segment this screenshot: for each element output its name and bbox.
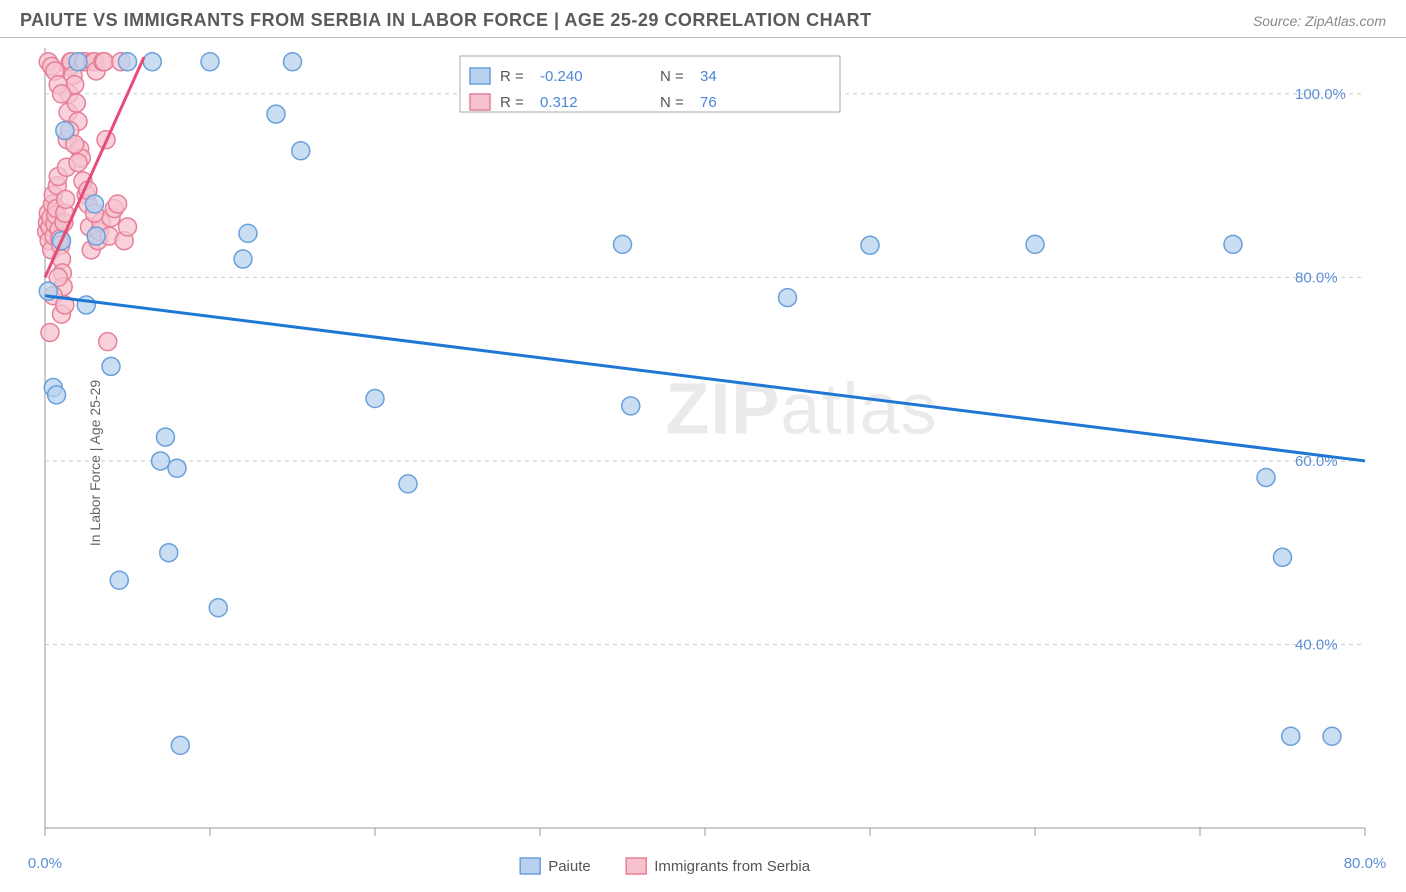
chart-header: PAIUTE VS IMMIGRANTS FROM SERBIA IN LABO… <box>0 0 1406 38</box>
data-point-paiute <box>622 397 640 415</box>
data-point-paiute <box>102 357 120 375</box>
watermark: ZIPatlas <box>665 369 937 449</box>
x-tick-label: 0.0% <box>28 855 62 872</box>
data-point-paiute <box>48 386 66 404</box>
data-point-paiute <box>267 105 285 123</box>
legend-r-value: 0.312 <box>540 94 578 111</box>
data-point-paiute <box>119 53 137 71</box>
source-prefix: Source: <box>1253 13 1305 29</box>
data-point-paiute <box>168 459 186 477</box>
chart-source: Source: ZipAtlas.com <box>1253 13 1386 29</box>
chart-container: In Labor Force | Age 25-29 ZIPatlas0.0%8… <box>0 38 1406 888</box>
legend-swatch <box>470 94 490 110</box>
data-point-paiute <box>86 195 104 213</box>
data-point-paiute <box>87 227 105 245</box>
y-tick-label: 80.0% <box>1295 269 1338 286</box>
y-axis-label: In Labor Force | Age 25-29 <box>87 380 103 546</box>
bottom-legend-swatch <box>520 858 540 874</box>
data-point-paiute <box>234 250 252 268</box>
chart-title: PAIUTE VS IMMIGRANTS FROM SERBIA IN LABO… <box>20 10 872 31</box>
data-point-paiute <box>1026 235 1044 253</box>
legend-r-label: R = <box>500 68 524 85</box>
bottom-legend-label: Immigrants from Serbia <box>654 858 811 875</box>
data-point-serbia <box>53 85 71 103</box>
data-point-serbia <box>99 333 117 351</box>
x-tick-label: 80.0% <box>1344 855 1387 872</box>
data-point-serbia <box>69 154 87 172</box>
data-point-serbia <box>95 53 113 71</box>
legend-swatch <box>470 68 490 84</box>
legend-r-label: R = <box>500 94 524 111</box>
data-point-paiute <box>284 53 302 71</box>
legend-r-value: -0.240 <box>540 68 583 85</box>
legend-n-label: N = <box>660 68 684 85</box>
data-point-paiute <box>1224 235 1242 253</box>
data-point-paiute <box>143 53 161 71</box>
data-point-serbia <box>41 323 59 341</box>
data-point-paiute <box>399 475 417 493</box>
legend-n-label: N = <box>660 94 684 111</box>
y-tick-label: 40.0% <box>1295 636 1338 653</box>
scatter-chart: ZIPatlas0.0%80.0%40.0%60.0%80.0%100.0%R … <box>0 38 1406 888</box>
data-point-paiute <box>1323 727 1341 745</box>
source-site: ZipAtlas.com <box>1305 13 1386 29</box>
data-point-serbia <box>109 195 127 213</box>
data-point-paiute <box>1282 727 1300 745</box>
y-tick-label: 100.0% <box>1295 86 1346 103</box>
data-point-serbia <box>57 190 75 208</box>
data-point-paiute <box>201 53 219 71</box>
data-point-paiute <box>779 289 797 307</box>
data-point-paiute <box>366 390 384 408</box>
data-point-paiute <box>861 236 879 254</box>
data-point-paiute <box>614 235 632 253</box>
data-point-paiute <box>69 53 87 71</box>
data-point-paiute <box>1274 548 1292 566</box>
data-point-paiute <box>171 736 189 754</box>
data-point-paiute <box>110 571 128 589</box>
bottom-legend-swatch <box>626 858 646 874</box>
legend-n-value: 76 <box>700 94 717 111</box>
data-point-paiute <box>56 122 74 140</box>
data-point-paiute <box>239 224 257 242</box>
data-point-serbia <box>119 218 137 236</box>
data-point-paiute <box>209 599 227 617</box>
data-point-paiute <box>160 544 178 562</box>
data-point-paiute <box>1257 468 1275 486</box>
data-point-paiute <box>156 428 174 446</box>
data-point-paiute <box>292 142 310 160</box>
data-point-paiute <box>152 452 170 470</box>
legend-n-value: 34 <box>700 68 717 85</box>
bottom-legend-label: Paiute <box>548 858 591 875</box>
